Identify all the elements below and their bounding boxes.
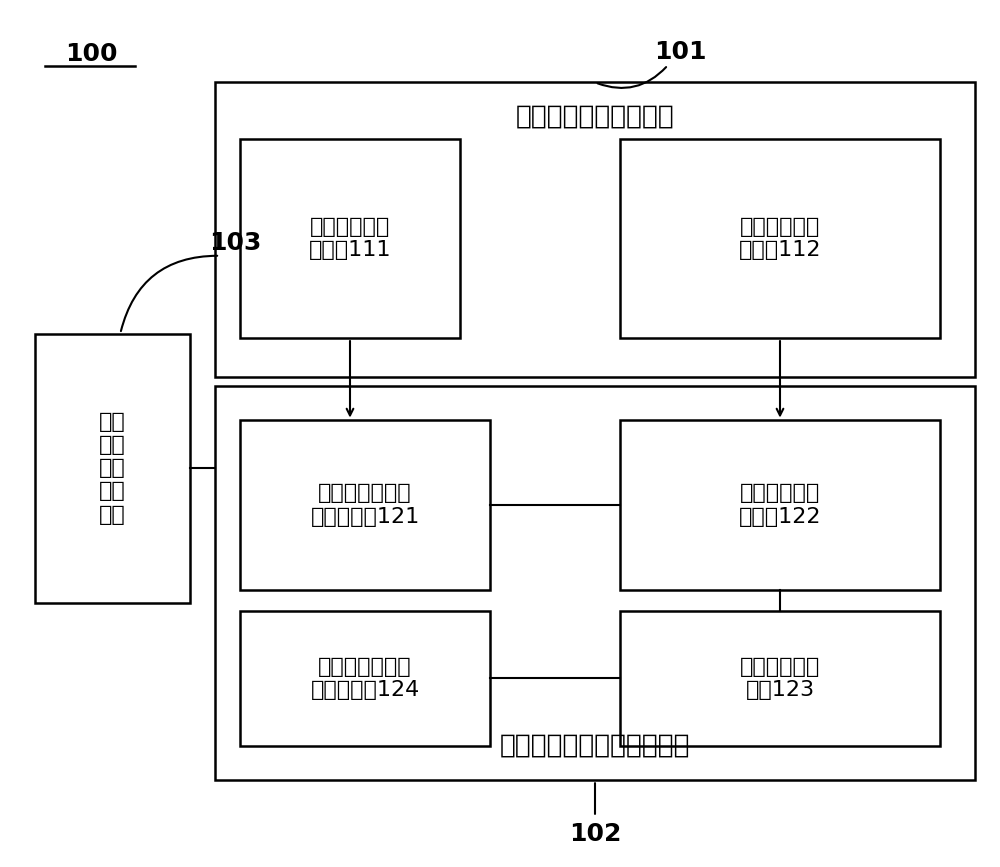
Text: 101: 101: [654, 40, 706, 64]
Text: 地面辐射场同化
计算处理器124: 地面辐射场同化 计算处理器124: [310, 657, 420, 700]
Bar: [240, 420, 490, 590]
Bar: [215, 386, 975, 780]
Text: 地面辐射场信息计算处理器: 地面辐射场信息计算处理器: [500, 733, 690, 759]
Bar: [620, 420, 940, 590]
Text: 辐射监测数据
输入器111: 辐射监测数据 输入器111: [309, 217, 391, 260]
Bar: [215, 82, 975, 377]
Bar: [240, 139, 460, 338]
Text: 地面
辐射
场同
化输
出器: 地面 辐射 场同 化输 出器: [99, 412, 126, 525]
Text: 剂量率计算处
理器123: 剂量率计算处 理器123: [740, 657, 820, 700]
Text: 地面辐射场信息输入器: 地面辐射场信息输入器: [516, 104, 674, 130]
Text: 大气扩散计算
处理器122: 大气扩散计算 处理器122: [739, 484, 821, 526]
Bar: [620, 611, 940, 746]
Text: 天气预报数据
输入器112: 天气预报数据 输入器112: [739, 217, 821, 260]
Text: 中尺度天气预报
计算处理器121: 中尺度天气预报 计算处理器121: [310, 484, 420, 526]
Bar: [620, 139, 940, 338]
Text: 102: 102: [569, 822, 621, 846]
Text: 100: 100: [65, 42, 118, 66]
Text: 103: 103: [209, 231, 261, 255]
Bar: [35, 334, 190, 603]
Bar: [240, 611, 490, 746]
